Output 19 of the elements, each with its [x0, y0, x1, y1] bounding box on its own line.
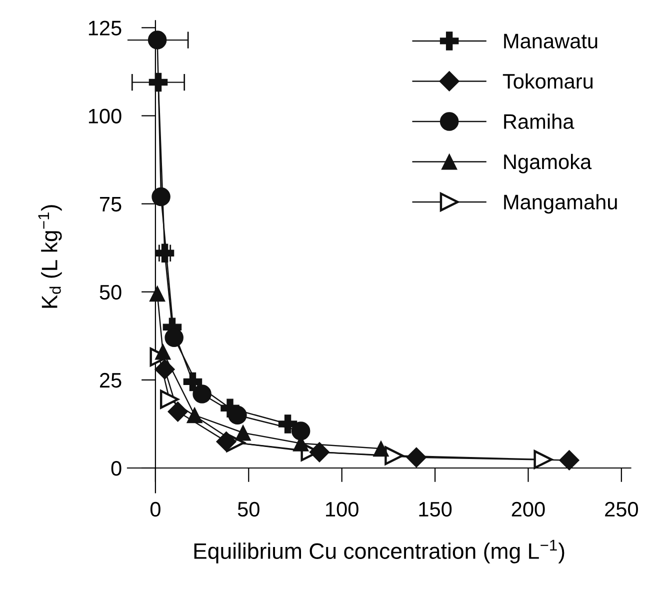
x-tick-label: 200	[512, 502, 545, 517]
y-tick-label: 100	[88, 108, 122, 124]
y-tick-label: 50	[100, 284, 122, 300]
legend-label: Tokomaru	[502, 73, 593, 89]
y-axis-title: K$_{d}$ (L kg$^{−1}$)	[38, 205, 62, 308]
legend-label: Ramiha	[504, 114, 574, 129]
y-tick-label: 125	[88, 20, 122, 36]
y-tick-label: 0	[111, 460, 122, 476]
y-tick-label: 25	[100, 372, 122, 388]
legend-label: Ngamoka	[504, 154, 592, 174]
legend-label: Manawatu	[504, 34, 598, 48]
x-tick-label: 0	[150, 502, 160, 517]
x-axis-title: Equilibrium Cu concentration (mg L$^{−1}$)	[194, 540, 564, 564]
x-tick-label: 100	[326, 502, 358, 517]
legend-label: Mangamahu	[504, 194, 617, 214]
y-tick-label: 75	[100, 197, 122, 212]
x-tick-label: 250	[605, 502, 638, 517]
x-tick-label: 50	[238, 502, 260, 517]
x-tick-label: 150	[419, 502, 452, 517]
